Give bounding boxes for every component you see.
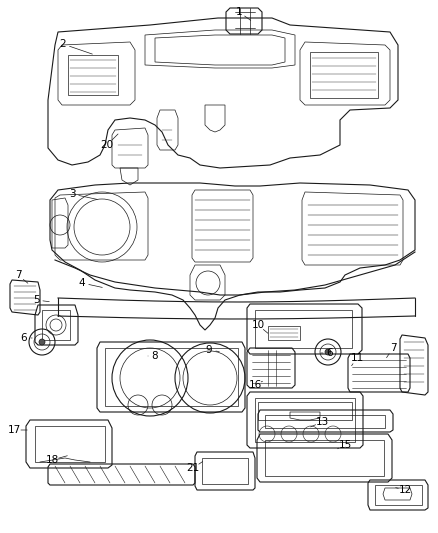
Circle shape — [325, 349, 331, 355]
Text: 8: 8 — [152, 351, 158, 361]
Text: 7: 7 — [15, 270, 21, 280]
Text: 6: 6 — [327, 348, 333, 358]
Text: 17: 17 — [7, 425, 21, 435]
Text: 10: 10 — [251, 320, 265, 330]
Text: 18: 18 — [46, 455, 59, 465]
Text: 11: 11 — [350, 353, 364, 363]
Text: 4: 4 — [79, 278, 85, 288]
Text: 1: 1 — [236, 7, 242, 17]
Text: 5: 5 — [33, 295, 39, 305]
Text: 13: 13 — [315, 417, 328, 427]
Text: 16: 16 — [248, 380, 261, 390]
Text: 20: 20 — [100, 140, 113, 150]
Circle shape — [39, 339, 45, 345]
Text: 9: 9 — [206, 345, 212, 355]
Text: 7: 7 — [390, 343, 396, 353]
Text: 21: 21 — [187, 463, 200, 473]
Text: 6: 6 — [21, 333, 27, 343]
Text: 15: 15 — [339, 440, 352, 450]
Text: 3: 3 — [69, 189, 75, 199]
Text: 2: 2 — [60, 39, 66, 49]
Text: 12: 12 — [399, 485, 412, 495]
